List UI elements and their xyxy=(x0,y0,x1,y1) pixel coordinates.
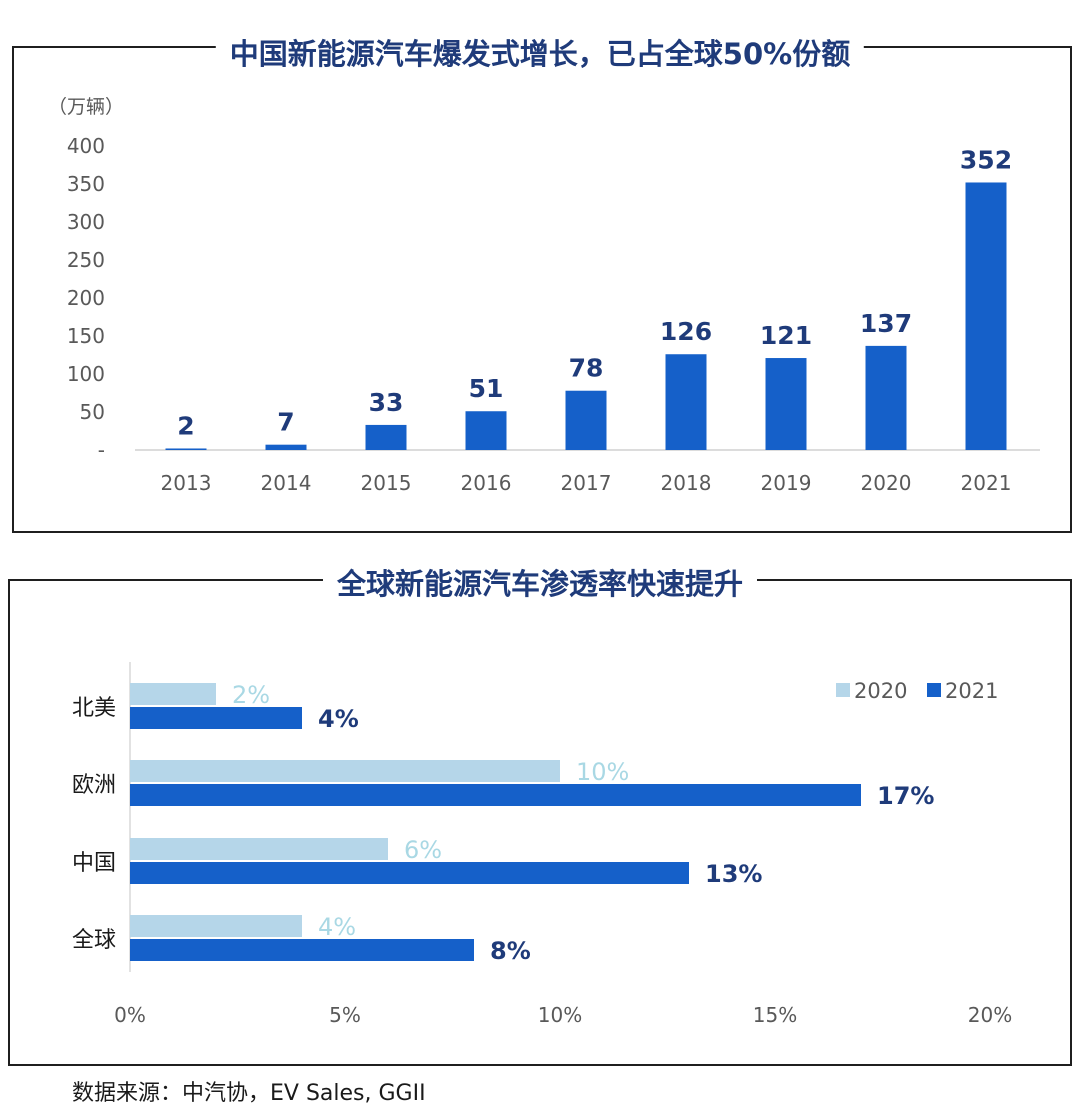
x-tick-label: 20% xyxy=(968,1003,1012,1027)
bar-2017 xyxy=(565,390,607,450)
bar-2018 xyxy=(665,354,707,450)
y-tick-label: 250 xyxy=(67,248,105,272)
sales-chart-title: 中国新能源汽车爆发式增长，已占全球50%份额 xyxy=(215,36,865,72)
data-label-2021-中国: 13% xyxy=(705,860,762,888)
category-label: 欧洲 xyxy=(72,773,116,798)
bar-2013 xyxy=(165,448,207,450)
bar-2021-欧洲 xyxy=(130,784,861,806)
data-label-2016: 51 xyxy=(469,374,504,403)
category-label: 全球 xyxy=(72,928,116,953)
legend-label-2020: 2020 xyxy=(854,679,907,703)
data-source-note: 数据来源：中汽协，EV Sales, GGII xyxy=(72,1081,426,1106)
y-tick-label: - xyxy=(98,438,105,462)
data-label-2020-中国: 6% xyxy=(404,836,442,864)
data-label-2021-全球: 8% xyxy=(490,937,531,965)
y-axis-unit-label: （万辆） xyxy=(48,96,124,118)
bar-2021-中国 xyxy=(130,862,689,884)
data-label-2019: 121 xyxy=(760,321,812,350)
data-label-2021-北美: 4% xyxy=(318,705,359,733)
bar-2021-全球 xyxy=(130,939,474,961)
x-tick-label: 2021 xyxy=(961,471,1012,495)
data-label-2020-欧洲: 10% xyxy=(576,758,629,786)
x-tick-label: 5% xyxy=(329,1003,361,1027)
data-label-2018: 126 xyxy=(660,317,712,346)
y-tick-label: 50 xyxy=(80,400,105,424)
bar-2015 xyxy=(365,424,407,450)
data-label-2017: 78 xyxy=(569,354,604,383)
y-tick-label: 300 xyxy=(67,210,105,234)
data-label-2014: 7 xyxy=(277,408,294,437)
data-label-2020: 137 xyxy=(860,309,912,338)
legend-swatch-2020 xyxy=(836,683,850,697)
x-tick-label: 10% xyxy=(538,1003,582,1027)
x-tick-label: 2013 xyxy=(161,471,212,495)
category-label: 中国 xyxy=(72,851,116,876)
y-tick-label: 200 xyxy=(67,286,105,310)
y-tick-label: 400 xyxy=(67,134,105,158)
x-tick-label: 2016 xyxy=(461,471,512,495)
data-label-2015: 33 xyxy=(369,388,404,417)
y-tick-label: 350 xyxy=(67,172,105,196)
bar-2021-北美 xyxy=(130,707,302,729)
penetration-chart-title: 全球新能源汽车渗透率快速提升 xyxy=(322,566,758,602)
bar-2019 xyxy=(765,358,807,450)
bar-2014 xyxy=(265,444,307,450)
bar-2021 xyxy=(965,182,1007,451)
category-label: 北美 xyxy=(72,696,116,721)
bar-2016 xyxy=(465,411,507,450)
y-tick-label: 150 xyxy=(67,324,105,348)
data-label-2020-北美: 2% xyxy=(232,681,270,709)
legend-label-2021: 2021 xyxy=(945,679,998,703)
x-tick-label: 2015 xyxy=(361,471,412,495)
bar-2020-欧洲 xyxy=(130,760,560,782)
x-tick-label: 2017 xyxy=(561,471,612,495)
x-tick-label: 2020 xyxy=(861,471,912,495)
x-tick-label: 2018 xyxy=(661,471,712,495)
x-tick-label: 0% xyxy=(114,1003,146,1027)
data-label-2021: 352 xyxy=(960,145,1012,174)
x-tick-label: 2014 xyxy=(261,471,312,495)
legend-swatch-2021 xyxy=(927,683,941,697)
y-tick-label: 100 xyxy=(67,362,105,386)
data-label-2021-欧洲: 17% xyxy=(877,782,934,810)
bar-2020-全球 xyxy=(130,915,302,937)
data-label-2020-全球: 4% xyxy=(318,913,356,941)
data-label-2013: 2 xyxy=(177,411,194,440)
bar-2020-北美 xyxy=(130,683,216,705)
x-tick-label: 15% xyxy=(753,1003,797,1027)
x-tick-label: 2019 xyxy=(761,471,812,495)
bar-2020-中国 xyxy=(130,838,388,860)
bar-2020 xyxy=(865,345,907,450)
